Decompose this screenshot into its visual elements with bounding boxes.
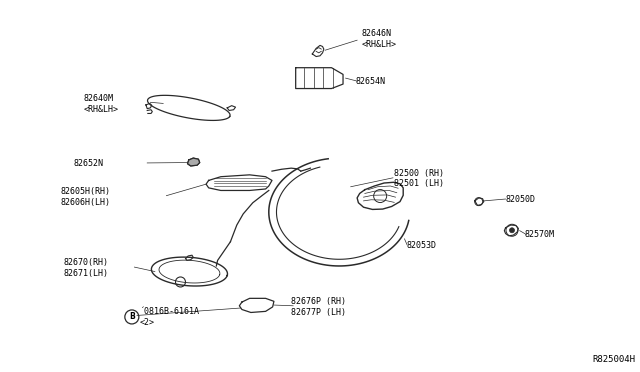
Text: 82676P (RH)
82677P (LH): 82676P (RH) 82677P (LH) bbox=[291, 297, 346, 317]
Text: 82646N
<RH&LH>: 82646N <RH&LH> bbox=[362, 29, 397, 49]
Polygon shape bbox=[188, 158, 200, 166]
Text: B: B bbox=[129, 312, 134, 321]
Text: 82654N: 82654N bbox=[355, 77, 385, 86]
Text: 82570M: 82570M bbox=[525, 230, 555, 239]
Text: 82500 (RH)
82501 (LH): 82500 (RH) 82501 (LH) bbox=[394, 169, 444, 188]
Text: 82050D: 82050D bbox=[506, 195, 536, 203]
Circle shape bbox=[509, 228, 515, 233]
Text: 82652N: 82652N bbox=[74, 159, 104, 168]
Text: R825004H: R825004H bbox=[592, 355, 635, 364]
Text: 82640M
<RH&LH>: 82640M <RH&LH> bbox=[83, 94, 118, 114]
Text: 82670(RH)
82671(LH): 82670(RH) 82671(LH) bbox=[64, 258, 109, 278]
Text: 82605H(RH)
82606H(LH): 82605H(RH) 82606H(LH) bbox=[61, 187, 111, 207]
Text: ´0816B-6161A
<2>: ´0816B-6161A <2> bbox=[140, 307, 200, 327]
Text: 82053D: 82053D bbox=[406, 241, 436, 250]
